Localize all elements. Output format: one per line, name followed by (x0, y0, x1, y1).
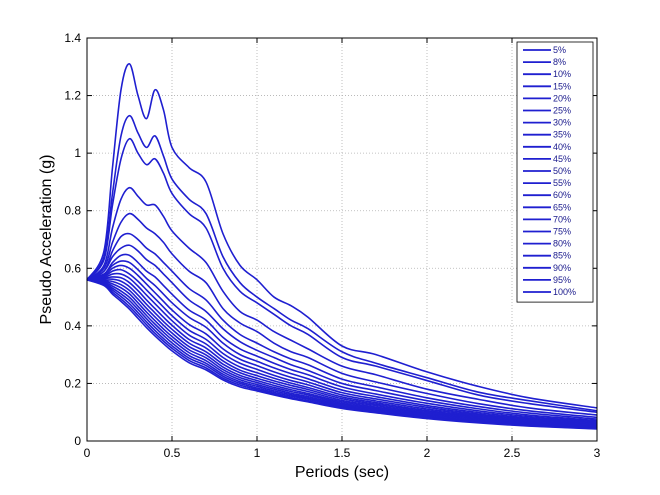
legend-label: 85% (553, 251, 571, 261)
y-tick-label: 1.4 (64, 31, 81, 45)
legend-label: 100% (553, 287, 576, 297)
legend-label: 35% (553, 130, 571, 140)
series-line-30pct (86, 244, 598, 422)
y-tick-label: 1 (74, 146, 81, 160)
legend-label: 95% (553, 275, 571, 285)
legend-label: 8% (553, 57, 566, 67)
x-tick-label: 0 (84, 446, 91, 460)
y-tick-label: 0.8 (64, 204, 81, 218)
series-line-25pct (86, 232, 598, 420)
x-tick-label: 1 (254, 446, 261, 460)
series-line-40pct (86, 260, 598, 424)
legend-label: 25% (553, 106, 571, 116)
legend-label: 30% (553, 118, 571, 128)
series-line-60pct (86, 276, 598, 427)
x-tick-label: 2 (424, 446, 431, 460)
series-line-75pct (86, 279, 598, 428)
legend-label: 65% (553, 202, 571, 212)
legend-label: 10% (553, 69, 571, 79)
legend-label: 45% (553, 154, 571, 164)
series-line-45pct (86, 264, 598, 425)
legend-label: 60% (553, 190, 571, 200)
series-line-5pct (86, 63, 598, 409)
series-line-15pct (86, 186, 598, 416)
legend: 5% 8% 10% 15% 20% 25% 30% 35% 40% 45% 50% 55% 60% 65%… (516, 41, 594, 303)
y-tick-label: 0.2 (64, 376, 81, 390)
x-tick-label: 2.5 (504, 446, 521, 460)
legend-box (516, 41, 594, 303)
series-line-10pct (86, 137, 598, 414)
x-axis-ticks: 0 0.5 1 1.5 2 2.5 3 (84, 38, 601, 460)
series-line-50pct (86, 268, 598, 426)
series-line-8pct (86, 114, 598, 412)
series-line-70pct (86, 279, 598, 428)
y-axis-ticks: 0 0.2 0.4 0.6 0.8 1 1.2 1.4 (64, 31, 597, 448)
x-tick-label: 0.5 (164, 446, 181, 460)
series-line-55pct (86, 272, 598, 426)
legend-label: 40% (553, 142, 571, 152)
legend-label: 50% (553, 166, 571, 176)
legend-label: 80% (553, 239, 571, 249)
legend-label: 5% (553, 45, 566, 55)
y-tick-label: 0.4 (64, 319, 81, 333)
legend-label: 75% (553, 227, 571, 237)
series-line-65pct (86, 278, 598, 427)
x-tick-label: 3 (594, 446, 601, 460)
series-line-95pct (86, 279, 598, 430)
series-line-100pct (86, 279, 598, 430)
series-line-35pct (86, 253, 598, 423)
x-axis-label: Periods (sec) (295, 464, 389, 481)
x-tick-label: 1.5 (334, 446, 351, 460)
y-tick-label: 0.6 (64, 261, 81, 275)
legend-label: 55% (553, 178, 571, 188)
y-axis-label: Pseudo Acceleration (g) (38, 155, 55, 325)
legend-label: 20% (553, 93, 571, 103)
legend-label: 70% (553, 214, 571, 224)
y-tick-label: 1.2 (64, 89, 81, 103)
y-tick-label: 0 (74, 434, 81, 448)
series-line-80pct (86, 279, 598, 429)
legend-label: 15% (553, 81, 571, 91)
series-line-20pct (86, 212, 598, 419)
series-line-90pct (86, 279, 598, 430)
legend-label: 90% (553, 263, 571, 273)
series-lines (86, 63, 598, 430)
